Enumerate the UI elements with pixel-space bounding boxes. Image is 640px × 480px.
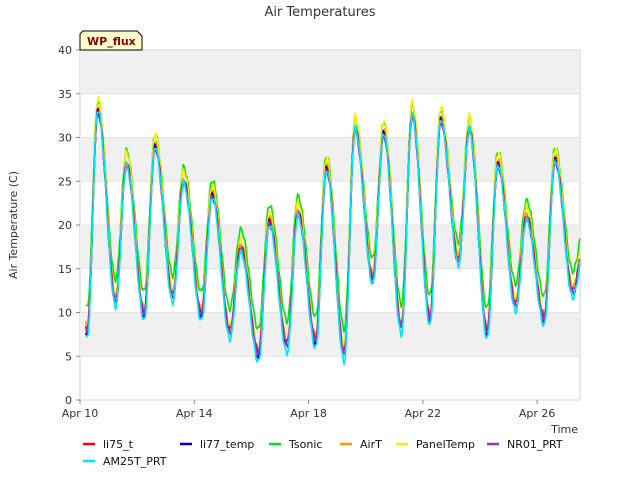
y-tick-label: 20 (58, 219, 72, 232)
x-axis-ticks: Apr 10 Apr 14 Apr 18 Apr 22 Apr 26 (62, 400, 556, 420)
site-badge: WP_flux (79, 30, 143, 51)
x-tick-label: Apr 18 (290, 407, 327, 420)
y-tick-label: 10 (58, 307, 72, 320)
site-badge-box (79, 30, 143, 51)
y-tick-label: 30 (58, 132, 72, 145)
legend-label: Tsonic (288, 438, 322, 451)
y-tick-label: 0 (65, 394, 72, 407)
y-tick-label: 35 (58, 88, 72, 101)
legend-label: li75_t (103, 438, 134, 451)
y-tick-label: 15 (58, 263, 72, 276)
x-tick-label: Apr 10 (62, 407, 99, 420)
y-tick-label: 5 (65, 350, 72, 363)
y-axis-label: Air Temperature (C) (7, 171, 20, 279)
legend-label: li77_temp (200, 438, 254, 451)
x-tick-label: Apr 26 (519, 407, 556, 420)
x-axis-label: Time (550, 423, 578, 436)
legend-label: PanelTemp (416, 438, 475, 451)
grid-band (80, 225, 580, 269)
chart-title: Air Temperatures (264, 5, 375, 20)
legend-label: AirT (360, 438, 382, 451)
plot-background (79, 49, 581, 401)
y-tick-label: 40 (58, 44, 72, 57)
series-lines (84, 95, 581, 366)
y-axis-ticks: 0 5 10 15 20 25 30 35 40 (58, 44, 80, 407)
series-line-am25t_prt (85, 111, 581, 366)
legend: li75_t li77_temp Tsonic AirT PanelTemp NR01_P… (83, 438, 563, 468)
x-tick-label: Apr 14 (176, 407, 213, 420)
grid-band (80, 312, 580, 357)
grid-band (80, 50, 580, 94)
y-tick-label: 25 (58, 175, 72, 188)
x-tick-label: Apr 22 (405, 407, 442, 420)
site-badge-label: WP_flux (87, 35, 136, 48)
legend-label: NR01_PRT (507, 438, 563, 451)
legend-label: AM25T_PRT (103, 455, 167, 468)
